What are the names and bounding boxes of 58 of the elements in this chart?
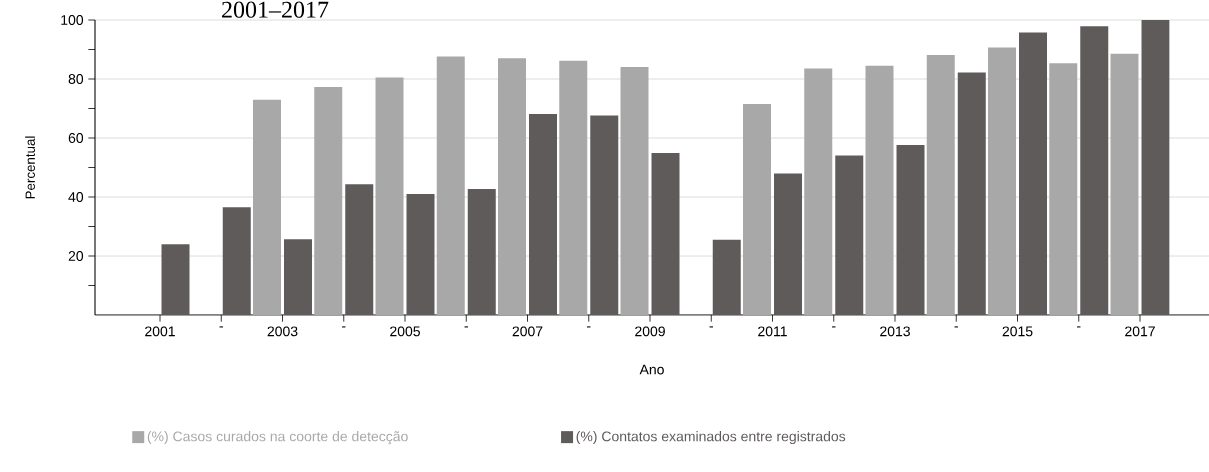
x-tick-label: -: [709, 326, 713, 328]
bar: [620, 66, 649, 315]
bar: [467, 189, 496, 315]
x-tick-label: -: [832, 326, 836, 328]
bar: [1080, 26, 1109, 315]
x-tick-label: 2007: [512, 326, 543, 337]
x-tick-label: 2013: [880, 326, 910, 337]
legend-label: (%) Casos curados na coorte de detecção: [147, 431, 408, 445]
bar: [865, 65, 894, 315]
x-tick-label: -: [1077, 326, 1081, 328]
legend-label: (%) Contatos examinados entre registrados: [576, 431, 846, 445]
x-tick-label: -: [587, 326, 591, 328]
x-tick-label: 2003: [267, 326, 298, 337]
y-tick-label: 100: [61, 15, 84, 25]
y-tick-label: 20: [68, 251, 84, 261]
bar: [1141, 20, 1170, 315]
bar: [314, 86, 343, 315]
x-tick-label: -: [954, 326, 958, 328]
bar: [1049, 63, 1078, 315]
bar: [284, 239, 313, 315]
y-tick-label: 60: [68, 133, 84, 143]
bar: [161, 244, 190, 315]
x-tick-label: -: [342, 326, 346, 328]
bar: [712, 239, 741, 315]
bar: [253, 99, 282, 315]
bar: [774, 173, 803, 315]
y-tick-label: 80: [68, 74, 84, 84]
bar: [651, 153, 680, 315]
chart-title: 2001–2017: [222, 1, 329, 18]
y-tick-label: 40: [68, 192, 84, 202]
x-tick-label: 2017: [1125, 326, 1155, 337]
bar: [743, 104, 772, 315]
bar: [926, 55, 955, 315]
bar: [345, 184, 374, 315]
bar: [375, 77, 404, 315]
bar: [1019, 32, 1048, 315]
bar: [835, 155, 864, 315]
bar: [804, 68, 833, 315]
bar: [222, 207, 251, 315]
x-tick-label: 2001: [145, 326, 175, 337]
bar: [957, 72, 986, 315]
x-tick-label: 2011: [758, 326, 787, 337]
bar: [406, 194, 435, 315]
bar: [1110, 53, 1139, 315]
x-tick-label: 2015: [1002, 326, 1033, 337]
x-tick-label: 2005: [390, 326, 420, 337]
bar: [988, 47, 1017, 315]
x-tick-label: -: [464, 326, 468, 328]
bar: [529, 114, 558, 315]
bar: [436, 56, 465, 315]
bar: [590, 115, 619, 315]
x-axis-title: Ano: [639, 364, 664, 375]
bar: [896, 145, 925, 315]
x-tick-label: 2009: [635, 326, 665, 337]
bar: [498, 58, 527, 315]
x-tick-label: -: [219, 326, 223, 328]
y-axis-title: Percentual: [25, 136, 35, 199]
bar: [559, 60, 588, 315]
